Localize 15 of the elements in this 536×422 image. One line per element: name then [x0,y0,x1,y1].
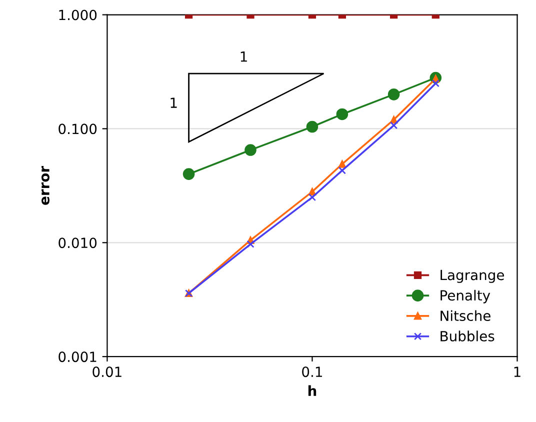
x-tick-label: 0.1 [302,366,322,378]
y-axis-title: error [41,166,50,205]
y-tick-label: 0.010 [58,238,97,248]
y-tick-label: 0.001 [58,352,96,362]
legend-label: Bubbles [440,330,494,342]
legend-label: Nitsche [440,310,490,322]
annotation: 1 [240,52,247,62]
y-tick-label: 0.100 [58,124,97,134]
y-tick-label: 1.000 [59,10,97,20]
x-axis-title: h [308,385,316,396]
legend-label: Penalty [440,290,490,304]
annotation: 1 [170,98,177,108]
x-tick-label: 0.01 [92,366,122,378]
x-tick-label: 1 [514,366,520,377]
legend-label: Lagrange [440,270,504,283]
